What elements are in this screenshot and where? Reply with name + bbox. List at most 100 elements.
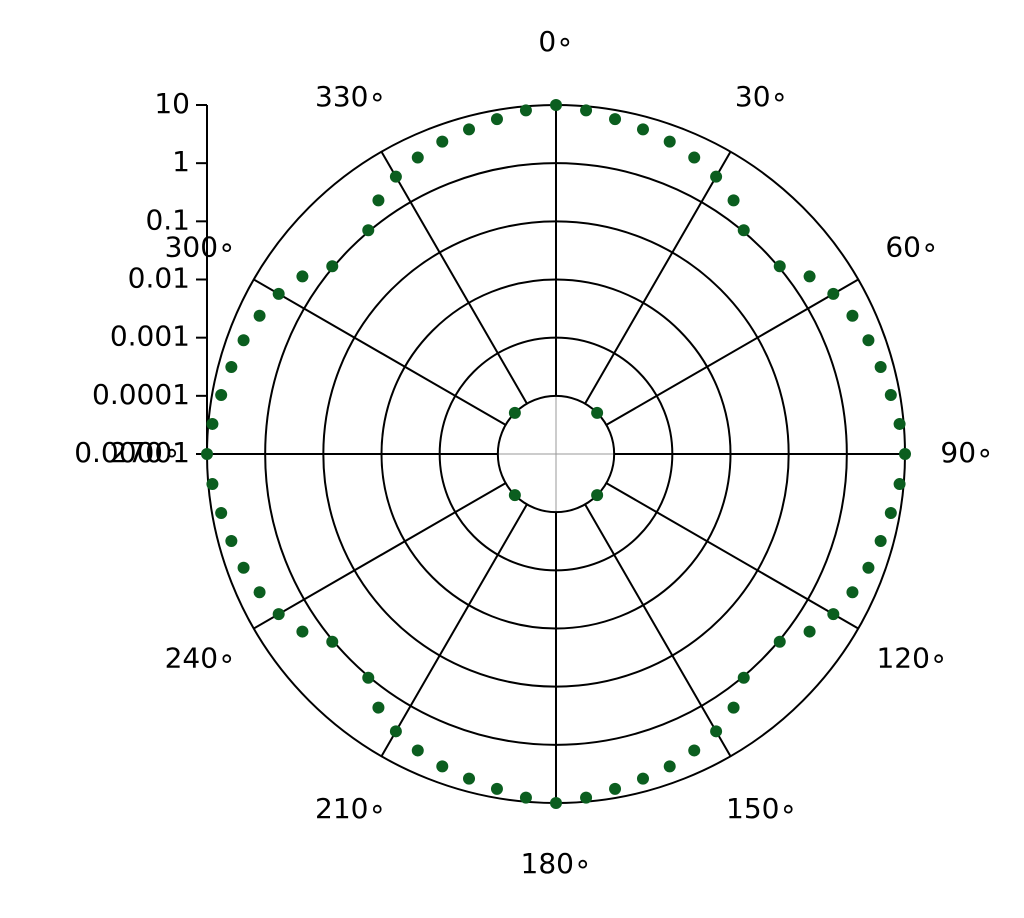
point bbox=[727, 194, 740, 207]
theta-tick-label: 300∘ bbox=[165, 231, 236, 264]
point bbox=[519, 104, 532, 117]
point bbox=[591, 489, 604, 502]
point bbox=[272, 608, 285, 621]
point bbox=[773, 635, 786, 648]
point bbox=[296, 270, 309, 283]
point bbox=[362, 224, 375, 237]
spoke bbox=[605, 278, 859, 426]
point bbox=[874, 534, 887, 547]
point bbox=[436, 135, 449, 148]
point bbox=[710, 725, 723, 738]
point bbox=[688, 744, 701, 757]
point bbox=[591, 406, 604, 419]
point bbox=[215, 507, 228, 520]
point bbox=[237, 561, 250, 574]
point bbox=[862, 334, 875, 347]
point bbox=[727, 701, 740, 714]
point bbox=[253, 309, 266, 322]
spoke bbox=[584, 151, 732, 405]
point bbox=[296, 625, 309, 638]
point bbox=[874, 361, 887, 374]
point bbox=[463, 123, 476, 136]
point bbox=[773, 260, 786, 273]
point bbox=[893, 478, 906, 491]
point bbox=[737, 671, 750, 684]
theta-tick-label: 270∘ bbox=[110, 436, 181, 469]
theta-tick-label: 30∘ bbox=[735, 80, 788, 113]
point bbox=[206, 417, 219, 430]
point bbox=[580, 104, 593, 117]
point bbox=[326, 260, 339, 273]
point bbox=[508, 406, 521, 419]
theta-tick-label: 0∘ bbox=[538, 25, 573, 58]
r-tick-label: 0.001 bbox=[110, 320, 190, 353]
theta-tick-label: 90∘ bbox=[940, 436, 993, 469]
point bbox=[253, 586, 266, 599]
point bbox=[225, 361, 238, 374]
r-tick-label: 0.01 bbox=[128, 262, 190, 295]
point bbox=[846, 309, 859, 322]
spoke bbox=[380, 151, 528, 405]
theta-tick-label: 150∘ bbox=[726, 792, 797, 825]
r-tick-label: 0.00001 bbox=[74, 436, 190, 469]
point bbox=[411, 744, 424, 757]
point bbox=[803, 270, 816, 283]
point bbox=[490, 113, 503, 126]
point bbox=[884, 507, 897, 520]
point bbox=[827, 287, 840, 300]
point bbox=[636, 123, 649, 136]
point bbox=[688, 151, 701, 164]
point bbox=[663, 135, 676, 148]
theta-tick-label: 240∘ bbox=[165, 642, 236, 675]
point bbox=[215, 388, 228, 401]
point bbox=[372, 701, 385, 714]
point bbox=[362, 671, 375, 684]
r-tick-label: 10 bbox=[154, 87, 190, 120]
point bbox=[463, 772, 476, 785]
spoke bbox=[605, 482, 859, 630]
theta-tick-label: 210∘ bbox=[315, 792, 386, 825]
point bbox=[884, 388, 897, 401]
spoke bbox=[253, 278, 507, 426]
point bbox=[862, 561, 875, 574]
theta-tick-label: 330∘ bbox=[315, 80, 386, 113]
theta-tick-label: 120∘ bbox=[876, 642, 947, 675]
point bbox=[411, 151, 424, 164]
r-tick-label: 1 bbox=[172, 145, 190, 178]
point bbox=[893, 417, 906, 430]
point bbox=[827, 608, 840, 621]
point bbox=[636, 772, 649, 785]
point bbox=[550, 99, 562, 111]
point bbox=[737, 224, 750, 237]
theta-tick-label: 180∘ bbox=[521, 847, 592, 880]
point bbox=[372, 194, 385, 207]
spoke bbox=[380, 503, 528, 757]
point bbox=[550, 797, 562, 809]
theta-tick-label: 60∘ bbox=[885, 231, 938, 264]
point bbox=[201, 448, 213, 460]
spoke bbox=[584, 503, 732, 757]
point bbox=[663, 760, 676, 773]
point bbox=[326, 635, 339, 648]
point bbox=[436, 760, 449, 773]
point bbox=[206, 478, 219, 491]
point bbox=[609, 782, 622, 795]
point bbox=[389, 170, 402, 183]
spoke bbox=[253, 482, 507, 630]
r-tick-label: 0.0001 bbox=[92, 378, 190, 411]
point bbox=[508, 489, 521, 502]
point bbox=[225, 534, 238, 547]
point bbox=[899, 448, 911, 460]
point bbox=[237, 334, 250, 347]
point bbox=[389, 725, 402, 738]
point bbox=[609, 113, 622, 126]
point bbox=[846, 586, 859, 599]
point bbox=[803, 625, 816, 638]
point bbox=[710, 170, 723, 183]
point bbox=[490, 782, 503, 795]
point bbox=[580, 791, 593, 804]
point bbox=[519, 791, 532, 804]
r-tick-label: 0.1 bbox=[145, 203, 190, 236]
